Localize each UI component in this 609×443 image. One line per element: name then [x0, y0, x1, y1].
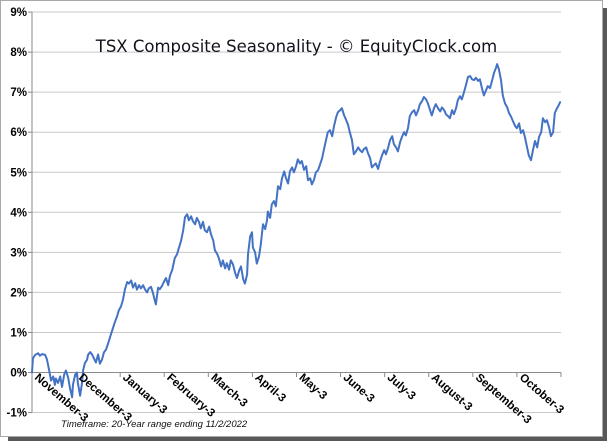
x-axis-label: July-3: [385, 372, 418, 403]
y-axis-label: 8%: [10, 47, 27, 59]
y-axis-label: 6%: [10, 127, 27, 139]
y-axis-label: 4%: [10, 207, 27, 219]
y-axis-label: 3%: [10, 247, 27, 259]
y-axis-label: 1%: [10, 327, 27, 339]
y-axis-label: 9%: [10, 7, 27, 19]
y-axis-label: 7%: [10, 87, 27, 99]
x-axis-label: April-3: [252, 372, 287, 405]
y-axis-label: 5%: [10, 167, 27, 179]
y-axis-label: -1%: [7, 408, 27, 420]
x-axis-label: August-3: [429, 372, 474, 414]
y-axis-label: 2%: [10, 287, 27, 299]
chart-title: TSX Composite Seasonality - © EquityCloc…: [95, 37, 498, 56]
x-axis-label: May-3: [297, 372, 329, 402]
y-axis-label: 0%: [10, 368, 27, 380]
x-axis-label: March-3: [208, 372, 249, 410]
series-line: [31, 63, 562, 399]
x-axis-label: June-3: [341, 372, 377, 405]
timeframe-note: Timeframe: 20-Year range ending 11/2/202…: [61, 419, 248, 430]
